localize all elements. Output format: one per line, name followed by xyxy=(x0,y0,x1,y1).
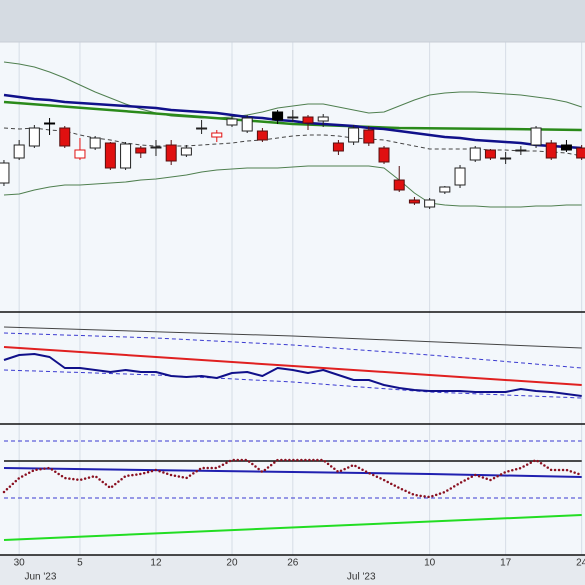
candle-body xyxy=(500,157,512,160)
candle-body xyxy=(317,116,329,122)
indicator-line xyxy=(2,458,583,499)
indicator-line xyxy=(3,165,582,208)
candle-body xyxy=(226,118,238,126)
candle-body xyxy=(256,130,268,141)
candle-body xyxy=(0,162,10,184)
candle-body xyxy=(211,132,223,138)
candle-body xyxy=(196,127,208,130)
candle-body xyxy=(530,127,542,146)
candle-body xyxy=(469,147,481,161)
candle-body xyxy=(454,167,466,186)
candle-body xyxy=(363,129,375,144)
candle-body xyxy=(545,142,557,159)
x-tick-label: 10 xyxy=(424,558,436,569)
x-tick-label: 26 xyxy=(287,558,299,569)
indicator-line xyxy=(3,61,582,119)
candle-body xyxy=(560,144,572,151)
candle-body xyxy=(272,111,284,121)
candle-body xyxy=(135,147,147,154)
candle-body xyxy=(348,127,360,143)
indicator-line xyxy=(3,369,582,399)
candle-body xyxy=(150,146,162,149)
candle-body xyxy=(302,116,314,124)
candle-body xyxy=(13,144,25,159)
axis-background xyxy=(0,555,585,585)
month-label: Jun '23 xyxy=(24,572,56,583)
x-tick-label: 30 xyxy=(14,558,26,569)
x-tick-label: 5 xyxy=(77,558,83,569)
candle-body xyxy=(515,149,527,152)
month-label: Jul '23 xyxy=(347,572,376,583)
candle-body xyxy=(378,147,390,163)
candle-body xyxy=(89,137,101,149)
candle-body xyxy=(484,149,496,159)
x-tick-label: 20 xyxy=(226,558,238,569)
indicator-line xyxy=(3,467,582,478)
candle-body xyxy=(74,149,86,159)
indicator-line xyxy=(3,353,582,397)
indicator-line xyxy=(3,326,582,349)
indicator-line xyxy=(3,332,582,369)
candle-body xyxy=(104,142,116,169)
candle-body xyxy=(287,116,299,119)
candle-body xyxy=(332,142,344,152)
x-tick-label: 17 xyxy=(500,558,512,569)
candle-body xyxy=(439,186,451,193)
candle-body xyxy=(241,117,253,132)
indicator-line xyxy=(3,346,582,386)
candle-body xyxy=(408,199,420,204)
candle-body xyxy=(44,122,56,125)
candle-body xyxy=(120,143,132,169)
x-tick-label: 24 xyxy=(576,558,585,569)
candle-body xyxy=(59,127,71,147)
candle-body xyxy=(424,199,436,208)
candle-body xyxy=(165,144,177,162)
candle-body xyxy=(180,147,192,156)
candle-body xyxy=(576,147,585,159)
candle-body xyxy=(28,127,40,147)
indicator-line xyxy=(3,514,582,541)
x-tick-label: 12 xyxy=(150,558,162,569)
candle-body xyxy=(393,179,405,191)
